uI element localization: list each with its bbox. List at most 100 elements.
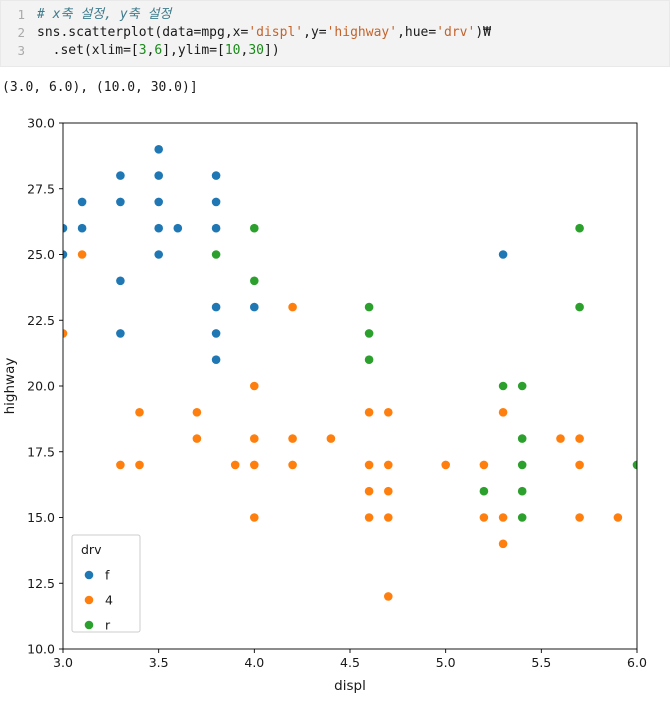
- data-point: [63, 250, 68, 259]
- data-point: [63, 329, 68, 338]
- data-point: [116, 197, 125, 207]
- data-point: [364, 408, 374, 417]
- data-point: [384, 460, 393, 470]
- data-point: [192, 408, 202, 417]
- data-point: [384, 486, 393, 496]
- data-point: [498, 408, 508, 417]
- scatter-plot: 3.0 3.5 4.0 4.5 5.0 5.5 6.0 displ 10.0 12.5 15.0 17…: [0, 98, 670, 705]
- data-point: [250, 434, 259, 443]
- y-tick-label: 17.5: [27, 444, 55, 459]
- series-r: [211, 223, 637, 522]
- data-point: [116, 171, 125, 180]
- y-tick-label: 12.5: [27, 576, 55, 591]
- data-point: [364, 302, 374, 312]
- data-point: [63, 223, 68, 233]
- code-line: 2 sns.scatterplot(data=mpg,x='displ',y='h…: [1, 24, 663, 42]
- data-point: [498, 250, 508, 259]
- data-point: [384, 592, 393, 601]
- code-text: .set(xlim=[3,6],ylim=[10,30]): [37, 43, 280, 58]
- data-point: [384, 513, 393, 522]
- points-group: [63, 145, 637, 601]
- y-tick-label: 10.0: [27, 642, 55, 657]
- line-number: 1: [17, 7, 25, 22]
- data-point: [154, 145, 163, 154]
- data-point: [556, 434, 565, 443]
- data-point: [517, 513, 527, 522]
- data-point: [632, 460, 637, 470]
- data-point: [479, 460, 489, 470]
- y-tick-label: 27.5: [27, 181, 55, 196]
- x-tick-label: 5.5: [531, 655, 551, 670]
- data-point: [364, 355, 374, 365]
- data-point: [326, 434, 336, 443]
- data-point: [498, 539, 508, 549]
- code-text: sns.scatterplot(data=mpg,x='displ',y='hi…: [37, 25, 491, 40]
- legend-swatch-f: [84, 570, 94, 580]
- data-point: [135, 408, 144, 417]
- data-point: [441, 460, 451, 470]
- data-point: [211, 355, 221, 365]
- code-cell[interactable]: 1 # x축 설정, y축 설정 2 sns.scatterplot(data=mpg…: [0, 0, 670, 67]
- legend-title: drv: [81, 542, 102, 557]
- legend-swatch-r: [84, 620, 94, 630]
- legend-label: r: [105, 618, 111, 633]
- data-point: [517, 460, 527, 470]
- series-4: [63, 250, 623, 601]
- data-point: [211, 250, 221, 259]
- data-point: [116, 329, 125, 338]
- y-tick-label: 20.0: [27, 379, 55, 394]
- legend-swatch-4: [84, 595, 94, 605]
- data-point: [77, 197, 87, 207]
- y-tick-label: 15.0: [27, 510, 55, 525]
- data-point: [498, 513, 508, 522]
- data-point: [211, 223, 221, 233]
- data-point: [575, 434, 584, 443]
- data-point: [173, 223, 183, 233]
- data-point: [250, 381, 259, 391]
- data-point: [211, 302, 221, 312]
- data-point: [384, 408, 393, 417]
- figure-output: 3.0 3.5 4.0 4.5 5.0 5.5 6.0 displ 10.0 12.5 15.0 17…: [0, 98, 670, 705]
- data-point: [135, 460, 144, 470]
- x-tick-label: 4.0: [244, 655, 264, 670]
- data-point: [575, 513, 584, 522]
- data-point: [154, 223, 163, 233]
- data-point: [364, 513, 374, 522]
- data-point: [230, 460, 240, 470]
- data-point: [211, 197, 221, 207]
- data-point: [575, 223, 584, 233]
- data-point: [250, 276, 259, 286]
- data-point: [479, 486, 489, 496]
- y-tick-label: 22.5: [27, 313, 55, 328]
- data-point: [517, 381, 527, 391]
- data-point: [116, 276, 125, 286]
- cell-output-text: (3.0, 6.0), (10.0, 30.0)]: [2, 80, 198, 95]
- data-point: [250, 460, 259, 470]
- data-point: [364, 486, 374, 496]
- data-point: [575, 302, 584, 312]
- code-text: # x축 설정, y축 설정: [37, 7, 172, 22]
- data-point: [517, 434, 527, 443]
- code-line: 1 # x축 설정, y축 설정: [1, 6, 663, 24]
- data-point: [77, 250, 87, 259]
- data-point: [613, 513, 623, 522]
- data-point: [498, 381, 508, 391]
- x-tick-label: 5.0: [436, 655, 456, 670]
- code-line: 3 .set(xlim=[3,6],ylim=[10,30]): [1, 42, 663, 60]
- x-tick-label: 4.5: [340, 655, 360, 670]
- data-point: [364, 329, 374, 338]
- data-point: [211, 329, 221, 338]
- data-point: [288, 434, 297, 443]
- data-point: [250, 513, 259, 522]
- data-point: [479, 513, 489, 522]
- data-point: [575, 460, 584, 470]
- line-number: 3: [17, 43, 25, 58]
- data-point: [288, 460, 297, 470]
- y-axis-label: highway: [2, 358, 18, 415]
- series-f: [63, 145, 508, 365]
- data-point: [288, 302, 297, 312]
- data-point: [250, 223, 259, 233]
- data-point: [116, 460, 125, 470]
